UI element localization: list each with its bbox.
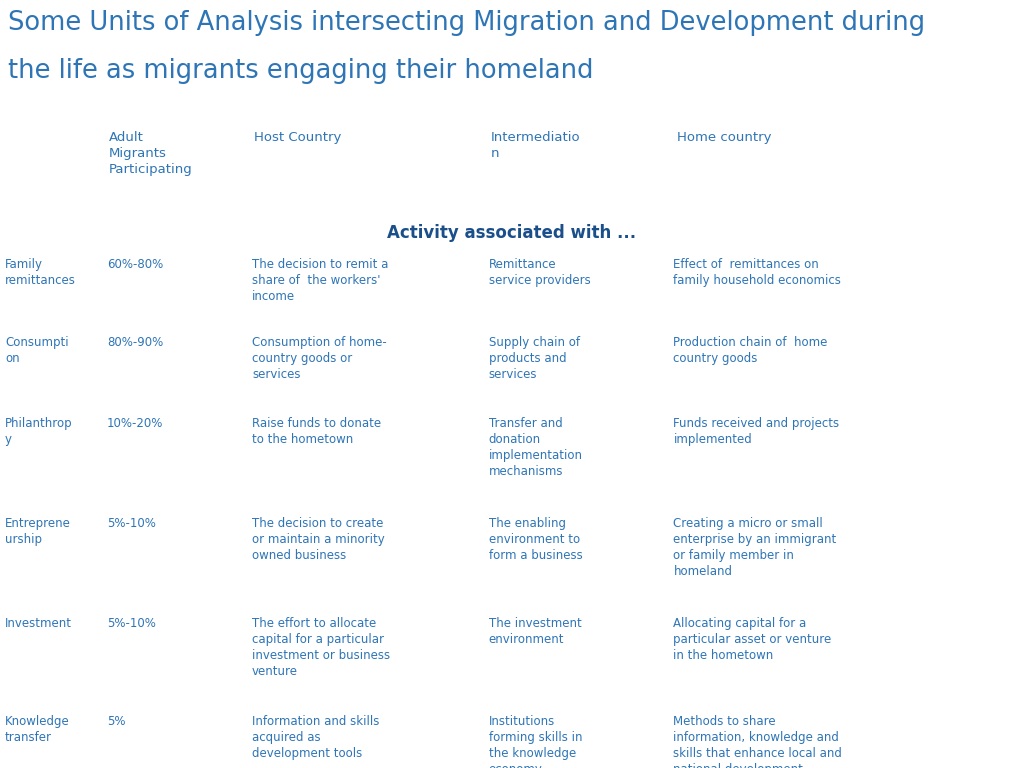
- Text: Family
remittances: Family remittances: [5, 258, 76, 287]
- Text: Philanthrop
y: Philanthrop y: [5, 417, 73, 446]
- Text: The effort to allocate
capital for a particular
investment or business
venture: The effort to allocate capital for a par…: [252, 617, 390, 678]
- Text: Creating a micro or small
enterprise by an immigrant
or family member in
homelan: Creating a micro or small enterprise by …: [674, 517, 837, 578]
- Text: The investment
environment: The investment environment: [488, 617, 582, 646]
- Text: Information and skills
acquired as
development tools: Information and skills acquired as devel…: [252, 715, 379, 760]
- Text: 5%-10%: 5%-10%: [106, 517, 156, 530]
- Text: Remittance
service providers: Remittance service providers: [488, 258, 591, 287]
- Text: 80%-90%: 80%-90%: [106, 336, 163, 349]
- Text: 5%-10%: 5%-10%: [106, 617, 156, 630]
- Text: Institutions
forming skills in
the knowledge
economy: Institutions forming skills in the knowl…: [488, 715, 583, 768]
- Text: Some Units of Analysis intersecting Migration and Development during: Some Units of Analysis intersecting Migr…: [8, 10, 925, 36]
- Text: Production chain of  home
country goods: Production chain of home country goods: [674, 336, 827, 365]
- Text: Intermediatio
n: Intermediatio n: [490, 131, 581, 161]
- Text: Knowledge
transfer: Knowledge transfer: [5, 715, 70, 744]
- Text: Activity associated with ...: Activity associated with ...: [387, 224, 636, 242]
- Text: Allocating capital for a
particular asset or venture
in the hometown: Allocating capital for a particular asse…: [674, 617, 831, 662]
- Text: The enabling
environment to
form a business: The enabling environment to form a busin…: [488, 517, 583, 562]
- Text: Adult
Migrants
Participating: Adult Migrants Participating: [109, 131, 193, 177]
- Text: The decision to create
or maintain a minority
owned business: The decision to create or maintain a min…: [252, 517, 385, 562]
- Text: 60%-80%: 60%-80%: [106, 258, 163, 271]
- Text: 10%-20%: 10%-20%: [106, 417, 164, 430]
- Text: Transfer and
donation
implementation
mechanisms: Transfer and donation implementation mec…: [488, 417, 583, 478]
- Text: 5%: 5%: [106, 715, 126, 728]
- Text: Investment: Investment: [5, 617, 72, 630]
- Text: Entreprene
urship: Entreprene urship: [5, 517, 71, 546]
- Text: Effect of  remittances on
family household economics: Effect of remittances on family househol…: [674, 258, 842, 287]
- Text: Raise funds to donate
to the hometown: Raise funds to donate to the hometown: [252, 417, 381, 446]
- Text: Funds received and projects
implemented: Funds received and projects implemented: [674, 417, 840, 446]
- Text: Host Country: Host Country: [254, 131, 342, 144]
- Text: Consumption of home-
country goods or
services: Consumption of home- country goods or se…: [252, 336, 387, 381]
- Text: Supply chain of
products and
services: Supply chain of products and services: [488, 336, 580, 381]
- Text: The decision to remit a
share of  the workers'
income: The decision to remit a share of the wor…: [252, 258, 388, 303]
- Text: the life as migrants engaging their homeland: the life as migrants engaging their home…: [8, 58, 594, 84]
- Text: Methods to share
information, knowledge and
skills that enhance local and
nation: Methods to share information, knowledge …: [674, 715, 843, 768]
- Text: Home country: Home country: [677, 131, 771, 144]
- Text: Consumpti
on: Consumpti on: [5, 336, 69, 365]
